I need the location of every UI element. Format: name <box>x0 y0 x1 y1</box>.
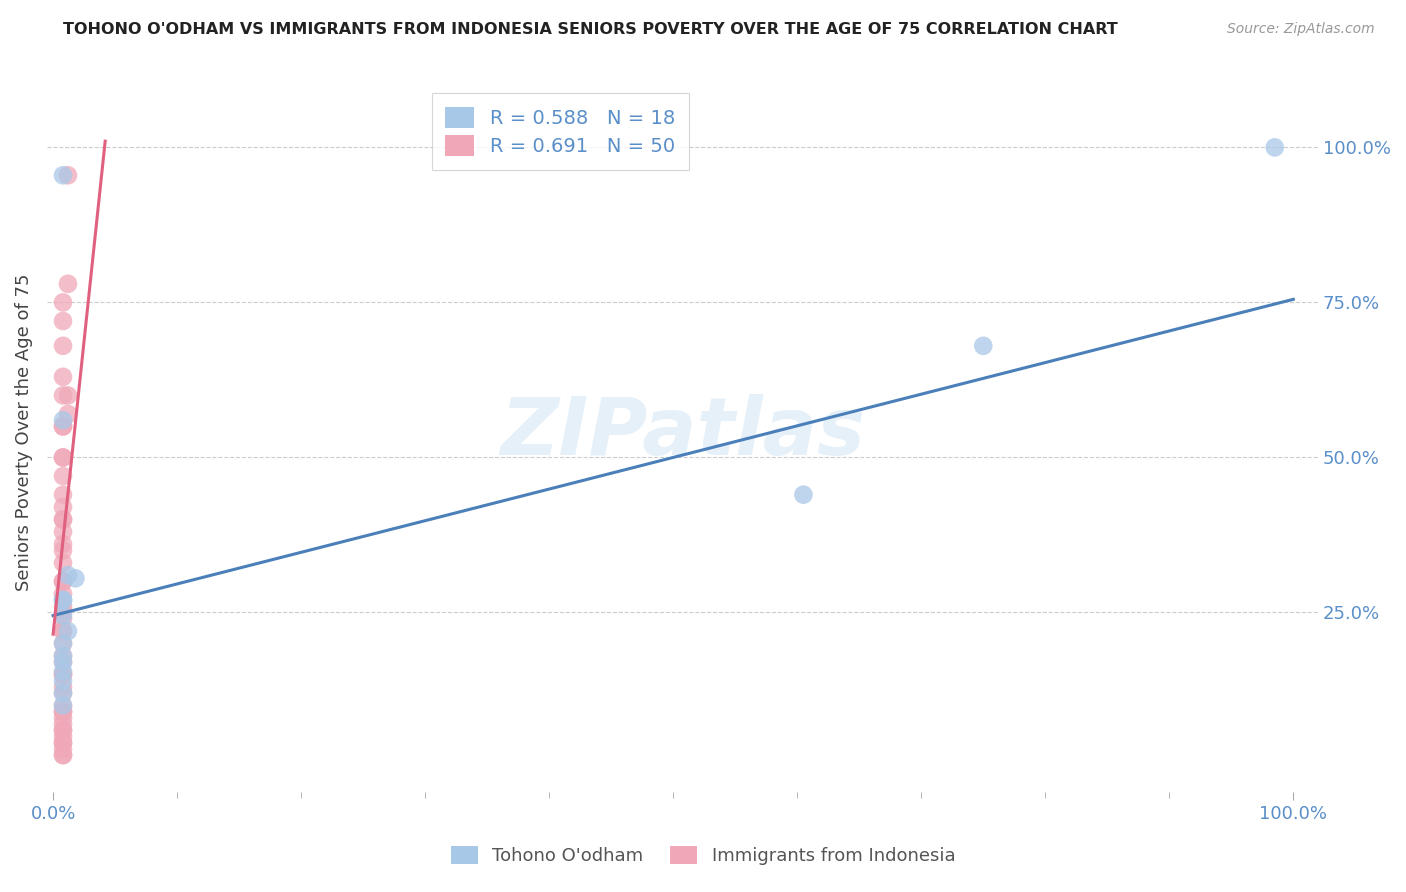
Point <box>52 717 75 731</box>
Point <box>52 169 75 183</box>
Text: Source: ZipAtlas.com: Source: ZipAtlas.com <box>1227 22 1375 37</box>
Text: ZIPatlas: ZIPatlas <box>501 393 865 472</box>
Point <box>52 742 75 756</box>
Point <box>52 748 75 763</box>
Point <box>52 587 75 601</box>
Point <box>52 723 75 738</box>
Point <box>52 574 75 589</box>
Point <box>52 624 75 638</box>
Point <box>52 606 75 620</box>
Point <box>52 450 75 465</box>
Point <box>52 686 75 700</box>
Point <box>792 488 814 502</box>
Point <box>52 339 75 353</box>
Point <box>52 698 75 713</box>
Point <box>52 469 75 483</box>
Point <box>56 568 79 582</box>
Point <box>52 593 75 607</box>
Point <box>52 711 75 725</box>
Point <box>52 612 75 626</box>
Point <box>52 599 75 614</box>
Point <box>52 543 75 558</box>
Point <box>1264 140 1286 154</box>
Point <box>52 537 75 551</box>
Point <box>52 680 75 694</box>
Point <box>52 667 75 681</box>
Point <box>52 295 75 310</box>
Point <box>52 413 75 427</box>
Point <box>52 314 75 328</box>
Point <box>52 450 75 465</box>
Point <box>972 339 994 353</box>
Point <box>52 556 75 570</box>
Point <box>56 277 79 291</box>
Point <box>52 648 75 663</box>
Point <box>52 673 75 688</box>
Point <box>52 369 75 384</box>
Point <box>52 500 75 514</box>
Point <box>52 723 75 738</box>
Point <box>52 574 75 589</box>
Legend: Tohono O'odham, Immigrants from Indonesia: Tohono O'odham, Immigrants from Indonesi… <box>443 838 963 872</box>
Legend: R = 0.588   N = 18, R = 0.691   N = 50: R = 0.588 N = 18, R = 0.691 N = 50 <box>432 94 689 169</box>
Point <box>52 730 75 744</box>
Point <box>52 736 75 750</box>
Y-axis label: Seniors Poverty Over the Age of 75: Seniors Poverty Over the Age of 75 <box>15 274 32 591</box>
Point <box>56 407 79 421</box>
Point <box>52 488 75 502</box>
Point <box>52 686 75 700</box>
Point <box>52 655 75 669</box>
Point <box>52 512 75 526</box>
Point <box>52 608 75 623</box>
Point <box>52 624 75 638</box>
Point <box>52 419 75 434</box>
Point <box>52 655 75 669</box>
Point <box>56 169 79 183</box>
Point <box>52 419 75 434</box>
Point <box>52 748 75 763</box>
Point <box>56 624 79 638</box>
Text: TOHONO O'ODHAM VS IMMIGRANTS FROM INDONESIA SENIORS POVERTY OVER THE AGE OF 75 C: TOHONO O'ODHAM VS IMMIGRANTS FROM INDONE… <box>63 22 1118 37</box>
Point <box>56 388 79 402</box>
Point <box>52 636 75 650</box>
Point <box>65 571 87 585</box>
Point <box>52 705 75 719</box>
Point <box>52 665 75 679</box>
Point <box>52 736 75 750</box>
Point <box>52 388 75 402</box>
Point <box>52 593 75 607</box>
Point <box>52 667 75 681</box>
Point <box>52 705 75 719</box>
Point <box>52 636 75 650</box>
Point <box>52 648 75 663</box>
Point <box>52 698 75 713</box>
Point <box>52 524 75 539</box>
Point <box>52 512 75 526</box>
